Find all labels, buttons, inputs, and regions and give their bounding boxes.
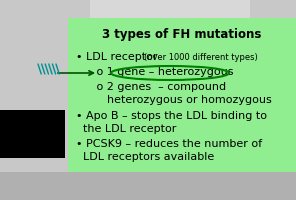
FancyBboxPatch shape: [0, 110, 65, 158]
Text: • PCSK9 – reduces the number of: • PCSK9 – reduces the number of: [76, 139, 262, 149]
Text: (over 1000 different types): (over 1000 different types): [144, 53, 258, 62]
FancyBboxPatch shape: [90, 0, 250, 22]
Text: the LDL receptor: the LDL receptor: [76, 124, 176, 134]
Text: • LDL receptor: • LDL receptor: [76, 52, 161, 62]
FancyBboxPatch shape: [0, 172, 296, 200]
Text: o 2 genes  – compound: o 2 genes – compound: [86, 82, 226, 92]
Text: • Apo B – stops the LDL binding to: • Apo B – stops the LDL binding to: [76, 111, 267, 121]
Text: 3 types of FH mutations: 3 types of FH mutations: [102, 28, 262, 41]
Text: heterozygous or homozygous: heterozygous or homozygous: [86, 95, 272, 105]
FancyBboxPatch shape: [68, 18, 296, 172]
Text: LDL receptors available: LDL receptors available: [76, 152, 214, 162]
Text: o 1 gene – heterozygous: o 1 gene – heterozygous: [86, 67, 234, 77]
